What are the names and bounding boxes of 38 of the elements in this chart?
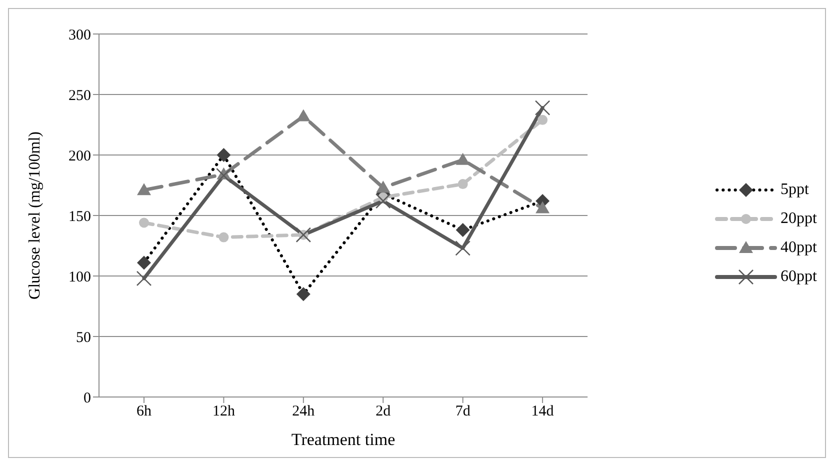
y-tick-label: 100 bbox=[68, 269, 91, 286]
x-axis-title: Treatment time bbox=[291, 430, 396, 449]
point bbox=[376, 180, 390, 193]
legend-label: 60ppt bbox=[780, 268, 817, 286]
y-axis-title: Glucose level (mg/100ml) bbox=[26, 132, 44, 300]
point bbox=[136, 270, 152, 286]
point bbox=[538, 114, 548, 125]
legend-label: 40ppt bbox=[780, 238, 817, 256]
x-tick-label: 14d bbox=[531, 404, 554, 420]
x-tick-label: 12h bbox=[212, 404, 236, 420]
point bbox=[456, 152, 470, 165]
point bbox=[455, 240, 470, 256]
y-tick-label: 250 bbox=[68, 88, 91, 104]
point bbox=[296, 227, 312, 243]
x-tick-label: 7d bbox=[455, 404, 471, 420]
y-tick-label: 200 bbox=[68, 148, 91, 164]
point bbox=[137, 183, 151, 196]
point bbox=[296, 287, 310, 302]
point bbox=[139, 218, 149, 228]
point bbox=[536, 201, 550, 214]
y-tick-label: 150 bbox=[68, 208, 91, 225]
point bbox=[218, 232, 229, 242]
x-tick-label: 24h bbox=[292, 404, 316, 420]
x-tick-label: 6h bbox=[136, 404, 152, 420]
point bbox=[296, 109, 310, 122]
legend-label: 20ppt bbox=[780, 210, 817, 228]
legend-label: 5ppt bbox=[780, 180, 809, 198]
point bbox=[216, 148, 231, 162]
point bbox=[375, 193, 391, 209]
y-tick-label: 0 bbox=[84, 390, 91, 406]
y-tick-label: 300 bbox=[68, 27, 91, 44]
point bbox=[456, 223, 470, 238]
x-tick-label: 2d bbox=[376, 404, 392, 420]
point bbox=[137, 256, 151, 270]
point bbox=[534, 100, 550, 116]
y-tick-label: 50 bbox=[76, 330, 91, 346]
point bbox=[458, 179, 468, 190]
point bbox=[216, 168, 232, 184]
